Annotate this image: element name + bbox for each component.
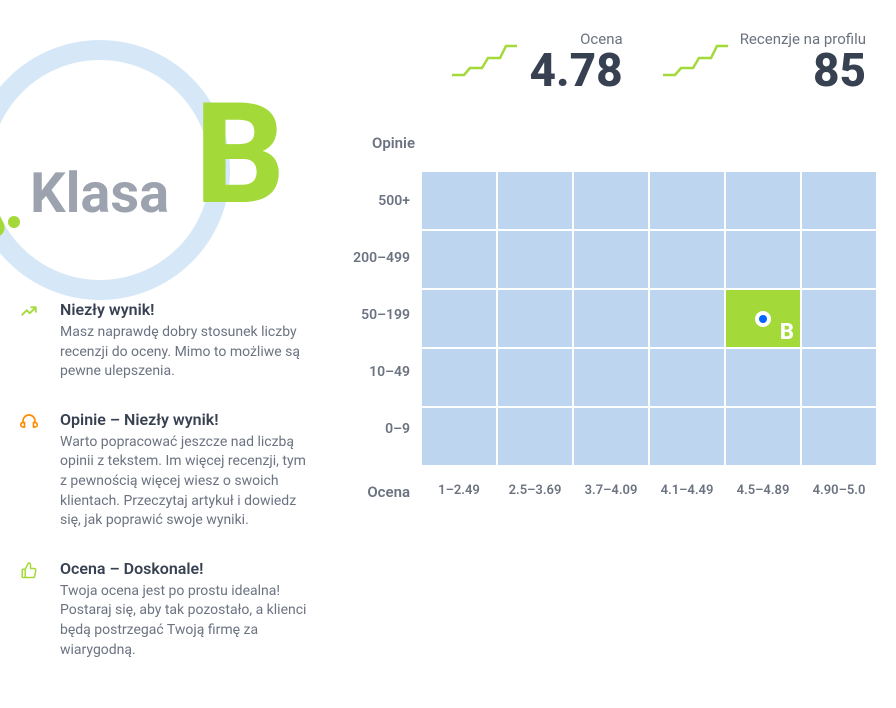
- heatmap-cell: [802, 172, 876, 229]
- grade-letter: B: [195, 85, 285, 225]
- heatmap-chart: Opinie 500+200–49950–19910–490–9 B Ocena…: [342, 134, 876, 501]
- heatmap-cell: [802, 290, 876, 347]
- score-value: 4.78: [529, 48, 622, 94]
- x-tick: 4.90–5.0: [802, 483, 876, 501]
- x-tick: 4.5–4.89: [726, 483, 800, 501]
- info-title: Niezły wynik!: [60, 300, 312, 319]
- heatmap-cell: [422, 290, 496, 347]
- heatmap-cell: [574, 231, 648, 288]
- heatmap-cell: [422, 172, 496, 229]
- info-title: Opinie – Niezły wynik!: [60, 410, 312, 429]
- heatmap-cell: [802, 231, 876, 288]
- y-tick: 50–199: [342, 286, 410, 343]
- heatmap-cell: [650, 349, 724, 406]
- info-item: Opinie – Niezły wynik! Warto popracować j…: [20, 410, 332, 531]
- x-tick: 2.5–3.69: [498, 483, 572, 501]
- y-tick: 0–9: [342, 400, 410, 457]
- reviews-sparkline-icon: [663, 40, 728, 80]
- grade-dot-icon: [8, 216, 20, 228]
- heatmap-cell: [650, 408, 724, 465]
- chart-x-axis: 1–2.492.5–3.693.7–4.094.1–4.494.5–4.894.…: [422, 483, 876, 501]
- grade-badge: Klasa B: [10, 30, 290, 270]
- chart-x-axis-label: Ocena: [342, 483, 422, 501]
- metric-score: Ocena 4.78: [452, 30, 622, 94]
- heatmap-cell: [726, 231, 800, 288]
- heatmap-cell: [498, 408, 572, 465]
- heatmap-cell: [726, 408, 800, 465]
- x-tick: 4.1–4.49: [650, 483, 724, 501]
- heatmap-cell: [574, 172, 648, 229]
- heatmap-cell: [802, 349, 876, 406]
- reviews-value: 85: [740, 48, 866, 94]
- heatmap-cell: [498, 349, 572, 406]
- heatmap-cell: [574, 290, 648, 347]
- heatmap-cell: [574, 349, 648, 406]
- position-marker-icon: [755, 311, 771, 327]
- info-desc: Twoja ocena jest po prostu idealna! Post…: [60, 582, 312, 660]
- grade-label: Klasa: [30, 160, 169, 226]
- heatmap-cell: [726, 349, 800, 406]
- heatmap-cell: [650, 172, 724, 229]
- heatmap-cell: [422, 408, 496, 465]
- heatmap-cell: [802, 408, 876, 465]
- y-tick: 10–49: [342, 343, 410, 400]
- info-list: Niezły wynik! Masz naprawdę dobry stosune…: [10, 300, 332, 660]
- heatmap-cell: [650, 231, 724, 288]
- heatmap-cell: B: [726, 290, 800, 347]
- heatmap-cell: [726, 172, 800, 229]
- right-panel: Ocena 4.78 Recenzje na profilu 85 Opinie…: [332, 30, 876, 688]
- chart-y-axis: 500+200–49950–19910–490–9: [342, 172, 422, 465]
- headphones-icon: [20, 412, 40, 432]
- chart-grid: B: [422, 172, 876, 465]
- cell-grade-letter: B: [780, 320, 794, 345]
- info-title: Ocena – Doskonale!: [60, 559, 312, 578]
- info-item: Ocena – Doskonale! Twoja ocena jest po pr…: [20, 559, 332, 660]
- x-tick: 3.7–4.09: [574, 483, 648, 501]
- score-sparkline-icon: [452, 40, 517, 80]
- chart-y-axis-label: Opinie: [372, 134, 876, 152]
- heatmap-cell: [498, 290, 572, 347]
- y-tick: 200–499: [342, 229, 410, 286]
- heatmap-cell: [650, 290, 724, 347]
- heatmap-cell: [422, 231, 496, 288]
- metrics-row: Ocena 4.78 Recenzje na profilu 85: [342, 30, 876, 94]
- heatmap-cell: [574, 408, 648, 465]
- info-desc: Masz naprawdę dobry stosunek liczby rece…: [60, 323, 312, 382]
- x-tick: 1–2.49: [422, 483, 496, 501]
- y-tick: 500+: [342, 172, 410, 229]
- heatmap-cell: [498, 231, 572, 288]
- trend-up-icon: [20, 302, 40, 322]
- info-desc: Warto popracować jeszcze nad liczbą opin…: [60, 433, 312, 531]
- left-panel: Klasa B Niezły wynik! Masz naprawdę dobry…: [0, 30, 332, 688]
- thumb-up-icon: [20, 561, 40, 581]
- heatmap-cell: [498, 172, 572, 229]
- info-item: Niezły wynik! Masz naprawdę dobry stosune…: [20, 300, 332, 382]
- heatmap-cell: [422, 349, 496, 406]
- metric-reviews: Recenzje na profilu 85: [663, 30, 866, 94]
